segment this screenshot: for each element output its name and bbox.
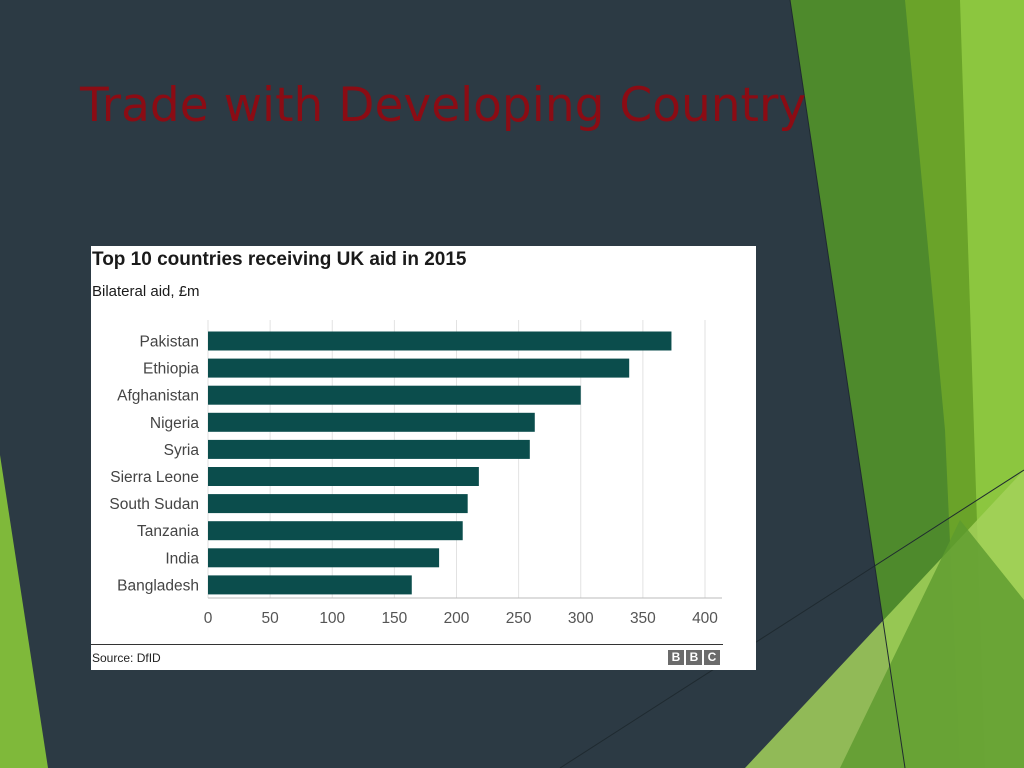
category-label: Ethiopia	[143, 361, 199, 378]
slide-title: Trade with Developing Country	[80, 78, 807, 133]
bar-ethiopia	[208, 358, 630, 378]
category-label: Sierra Leone	[110, 469, 199, 486]
x-tick-label: 50	[262, 610, 280, 627]
bar-syria	[208, 439, 530, 459]
x-tick-label: 0	[204, 610, 213, 627]
x-tick-label: 300	[568, 610, 594, 627]
source-text: Source: DfID	[92, 651, 161, 665]
green-shape-left	[0, 455, 48, 768]
category-label: Afghanistan	[117, 388, 199, 405]
bar-bangladesh	[208, 575, 412, 595]
category-label: Nigeria	[150, 415, 199, 432]
x-tick-label: 350	[630, 610, 656, 627]
category-label: Bangladesh	[117, 577, 199, 594]
bbc-logo-letter: B	[668, 650, 684, 665]
category-label: India	[165, 550, 199, 567]
bar-pakistan	[208, 331, 672, 351]
chart-card: Top 10 countries receiving UK aid in 201…	[91, 246, 756, 670]
thin-line-decor-2	[559, 469, 1024, 768]
x-tick-label: 400	[692, 610, 718, 627]
category-label: Syria	[164, 442, 200, 459]
chart-subtitle: Bilateral aid, £m	[92, 283, 200, 300]
x-tick-label: 250	[506, 610, 532, 627]
bar-sierra-leone	[208, 467, 479, 486]
bar-nigeria	[208, 412, 535, 432]
bar-tanzania	[208, 521, 463, 541]
x-tick-label: 150	[381, 610, 407, 627]
category-label: Tanzania	[137, 523, 199, 540]
bbc-logo-letter: C	[704, 650, 720, 665]
bbc-logo-letter: B	[686, 650, 702, 665]
bar-chart: Pakistan Ethiopia Afghanistan Nigeria Syria S…	[109, 320, 722, 627]
category-label: Pakistan	[140, 334, 199, 351]
x-tick-label: 100	[319, 610, 345, 627]
bar-afghanistan	[208, 385, 581, 405]
source-divider	[91, 644, 723, 645]
x-tick-label: 200	[444, 610, 470, 627]
bar-south-sudan	[208, 494, 468, 514]
chart-title: Top 10 countries receiving UK aid in 201…	[92, 249, 467, 270]
green-shape-bottom-dark	[840, 520, 1024, 768]
thin-line-decor	[789, 0, 906, 768]
category-label: South Sudan	[109, 496, 199, 513]
bbc-logo: B B C	[668, 650, 720, 665]
bar-india	[208, 548, 440, 568]
